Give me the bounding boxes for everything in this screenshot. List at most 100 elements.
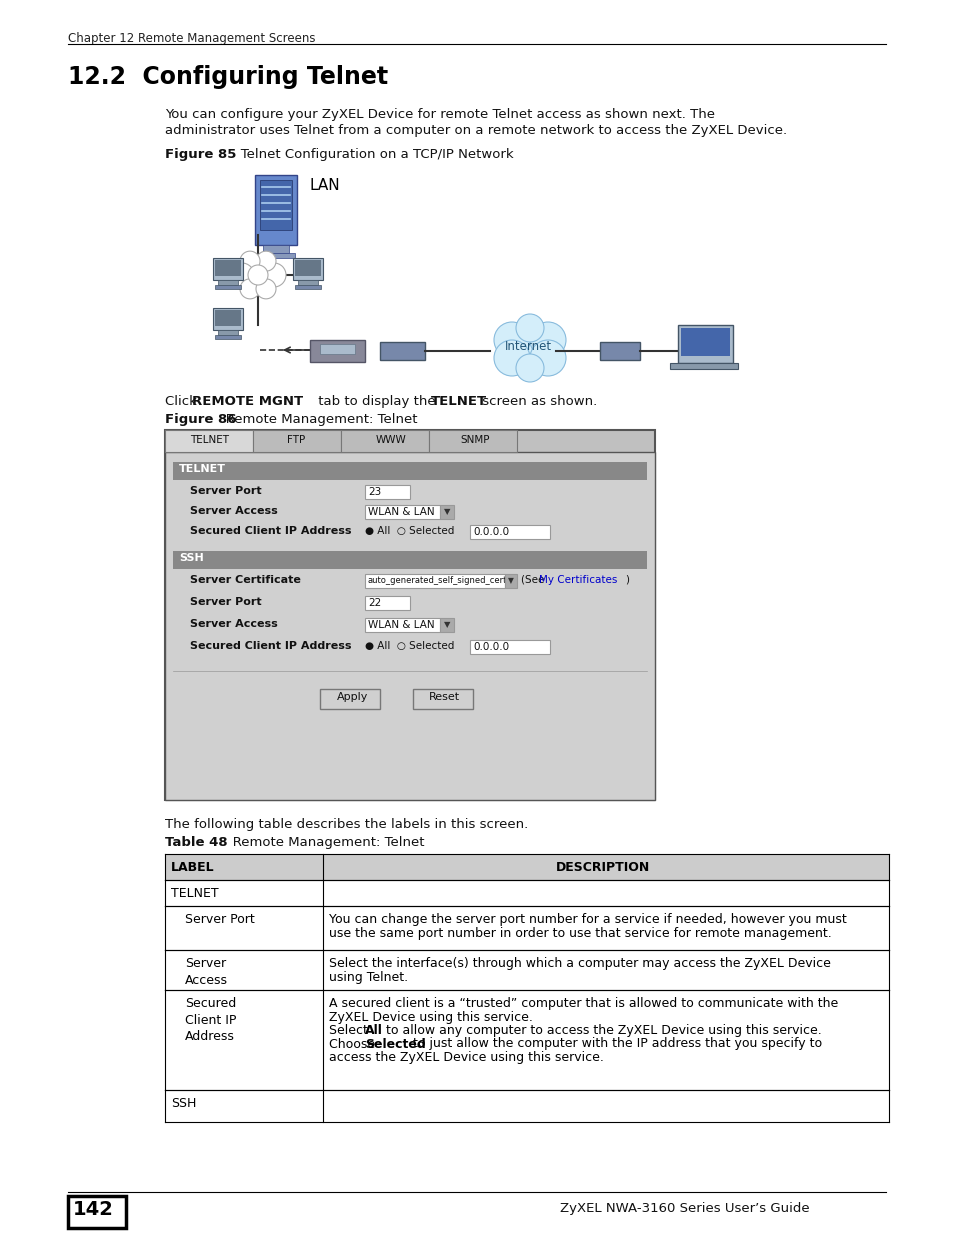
FancyBboxPatch shape — [213, 258, 243, 280]
Text: SSH: SSH — [171, 1097, 196, 1110]
Text: Select: Select — [329, 1024, 372, 1037]
Text: Secured Client IP Address: Secured Client IP Address — [190, 641, 351, 651]
FancyBboxPatch shape — [504, 574, 517, 588]
Text: ▼: ▼ — [443, 508, 450, 516]
Circle shape — [530, 322, 565, 358]
FancyBboxPatch shape — [365, 618, 439, 632]
Text: 0.0.0.0: 0.0.0.0 — [473, 642, 509, 652]
Circle shape — [248, 266, 268, 285]
FancyBboxPatch shape — [294, 261, 320, 275]
FancyBboxPatch shape — [254, 175, 296, 245]
Text: using Telnet.: using Telnet. — [329, 971, 408, 983]
Text: Click: Click — [165, 395, 201, 408]
FancyBboxPatch shape — [680, 329, 729, 356]
Text: 142: 142 — [73, 1200, 113, 1219]
FancyBboxPatch shape — [599, 342, 639, 359]
Text: Server Port: Server Port — [190, 597, 261, 606]
FancyBboxPatch shape — [310, 340, 365, 362]
Text: ZyXEL NWA-3160 Series User’s Guide: ZyXEL NWA-3160 Series User’s Guide — [559, 1202, 809, 1215]
FancyBboxPatch shape — [294, 285, 320, 289]
FancyBboxPatch shape — [439, 505, 454, 519]
Text: Selected: Selected — [365, 1037, 426, 1051]
Text: Select the interface(s) through which a computer may access the ZyXEL Device: Select the interface(s) through which a … — [329, 957, 830, 969]
Text: screen as shown.: screen as shown. — [477, 395, 597, 408]
FancyBboxPatch shape — [293, 258, 323, 280]
FancyBboxPatch shape — [256, 253, 294, 258]
Text: TELNET: TELNET — [179, 464, 226, 474]
FancyBboxPatch shape — [470, 525, 550, 538]
Text: 23: 23 — [368, 487, 381, 496]
Text: 22: 22 — [368, 598, 381, 608]
FancyBboxPatch shape — [365, 485, 410, 499]
Text: Server Port: Server Port — [185, 913, 254, 926]
Text: Telnet Configuration on a TCP/IP Network: Telnet Configuration on a TCP/IP Network — [228, 148, 513, 161]
Text: LAN: LAN — [310, 178, 340, 193]
FancyBboxPatch shape — [340, 430, 429, 452]
Text: Remote Management: Telnet: Remote Management: Telnet — [213, 412, 417, 426]
Text: Chapter 12 Remote Management Screens: Chapter 12 Remote Management Screens — [68, 32, 315, 44]
FancyBboxPatch shape — [214, 261, 241, 275]
Text: SSH: SSH — [179, 553, 204, 563]
Text: ZyXEL Device using this service.: ZyXEL Device using this service. — [329, 1010, 533, 1024]
Circle shape — [240, 251, 260, 272]
FancyBboxPatch shape — [365, 505, 439, 519]
Circle shape — [240, 279, 260, 299]
Text: WWW: WWW — [375, 435, 406, 445]
FancyBboxPatch shape — [678, 325, 732, 363]
FancyBboxPatch shape — [218, 330, 237, 335]
FancyBboxPatch shape — [165, 430, 253, 452]
FancyBboxPatch shape — [165, 1091, 888, 1123]
Text: You can configure your ZyXEL Device for remote Telnet access as shown next. The: You can configure your ZyXEL Device for … — [165, 107, 714, 121]
FancyBboxPatch shape — [439, 618, 454, 632]
Circle shape — [494, 340, 530, 375]
FancyBboxPatch shape — [165, 950, 888, 990]
Text: DESCRIPTION: DESCRIPTION — [556, 861, 650, 874]
Circle shape — [230, 263, 253, 287]
Text: 12.2  Configuring Telnet: 12.2 Configuring Telnet — [68, 65, 388, 89]
Text: You can change the server port number for a service if needed, however you must: You can change the server port number fo… — [329, 913, 846, 926]
Text: Apply: Apply — [336, 692, 368, 701]
FancyBboxPatch shape — [214, 335, 241, 338]
Text: Server Certificate: Server Certificate — [190, 576, 300, 585]
FancyBboxPatch shape — [165, 881, 888, 906]
FancyBboxPatch shape — [260, 180, 292, 230]
Text: administrator uses Telnet from a computer on a remote network to access the ZyXE: administrator uses Telnet from a compute… — [165, 124, 786, 137]
Circle shape — [494, 322, 530, 358]
Text: ● All  ○ Selected: ● All ○ Selected — [365, 641, 454, 651]
Text: FTP: FTP — [287, 435, 305, 445]
Text: ▼: ▼ — [507, 576, 514, 585]
Text: ● All  ○ Selected: ● All ○ Selected — [365, 526, 454, 536]
Text: Reset: Reset — [429, 692, 459, 701]
Text: Figure 86: Figure 86 — [165, 412, 236, 426]
Text: The following table describes the labels in this screen.: The following table describes the labels… — [165, 818, 528, 831]
FancyBboxPatch shape — [172, 551, 646, 569]
Text: Figure 85: Figure 85 — [165, 148, 236, 161]
FancyBboxPatch shape — [165, 990, 888, 1091]
Text: Internet: Internet — [504, 340, 552, 353]
Text: WLAN & LAN: WLAN & LAN — [368, 508, 435, 517]
Text: WLAN & LAN: WLAN & LAN — [368, 620, 435, 630]
Text: Secured Client IP Address: Secured Client IP Address — [190, 526, 351, 536]
Circle shape — [262, 263, 286, 287]
Text: ): ) — [624, 576, 628, 585]
FancyBboxPatch shape — [172, 462, 646, 480]
Circle shape — [516, 354, 543, 382]
FancyBboxPatch shape — [319, 689, 379, 709]
FancyBboxPatch shape — [165, 853, 888, 881]
Text: TELNET: TELNET — [431, 395, 487, 408]
Text: use the same port number in order to use that service for remote management.: use the same port number in order to use… — [329, 926, 831, 940]
Text: Table 48: Table 48 — [165, 836, 228, 848]
FancyBboxPatch shape — [165, 452, 655, 800]
Text: (See: (See — [520, 576, 547, 585]
FancyBboxPatch shape — [319, 345, 355, 354]
Text: Server
Access: Server Access — [185, 957, 228, 987]
Text: Server Access: Server Access — [190, 619, 277, 629]
Text: Server Access: Server Access — [190, 506, 277, 516]
FancyBboxPatch shape — [214, 310, 241, 326]
FancyBboxPatch shape — [214, 285, 241, 289]
Circle shape — [503, 322, 556, 374]
Text: to allow any computer to access the ZyXEL Device using this service.: to allow any computer to access the ZyXE… — [381, 1024, 821, 1037]
FancyBboxPatch shape — [218, 280, 237, 285]
Text: auto_generated_self_signed_cert: auto_generated_self_signed_cert — [368, 576, 507, 585]
FancyBboxPatch shape — [379, 342, 424, 359]
